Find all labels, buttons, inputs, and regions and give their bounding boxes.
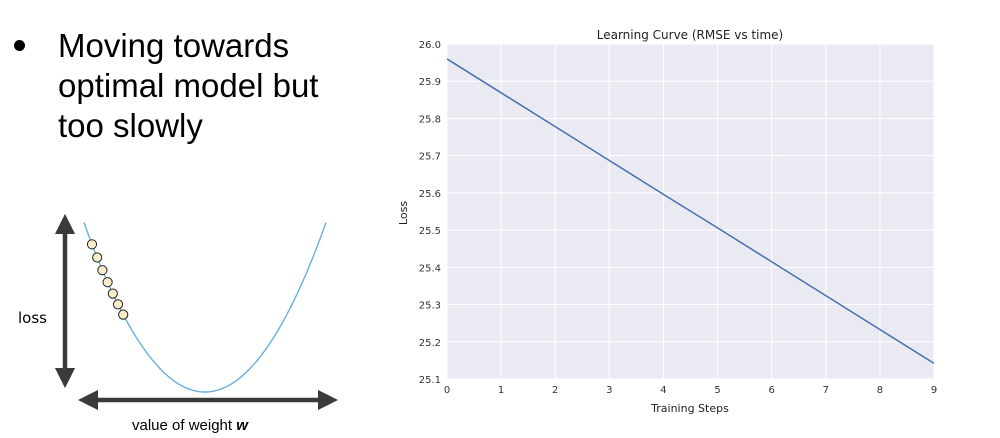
- bullet-line-3: too slowly: [58, 107, 203, 144]
- x-tick-label: 5: [714, 385, 720, 396]
- x-tick-label: 9: [931, 385, 937, 396]
- bullet-line-1: Moving towards: [58, 27, 290, 64]
- y-tick-label: 25.2: [419, 338, 441, 349]
- bullet-dot-icon: [14, 40, 25, 51]
- gradient-steps: [86, 239, 129, 320]
- y-tick-label: 25.8: [419, 114, 441, 125]
- x-tick-label: 1: [498, 385, 504, 396]
- weight-variable: w: [236, 417, 249, 434]
- step-point: [118, 309, 129, 320]
- weight-axis-label: value of weight w: [132, 417, 249, 434]
- bullet-text: Moving towards optimal model but too slo…: [58, 26, 318, 146]
- x-tick-label: 2: [552, 385, 558, 396]
- loss-axis-label: loss: [18, 309, 47, 327]
- step-point: [86, 239, 98, 250]
- y-tick-label: 25.7: [419, 152, 441, 163]
- loss-series: [446, 58, 935, 365]
- x-tick-label: 0: [444, 385, 450, 396]
- step-point: [107, 288, 118, 299]
- y-axis-label: Loss: [397, 201, 410, 225]
- y-tick-label: 25.1: [419, 375, 441, 386]
- step-point: [112, 299, 124, 310]
- y-tick-label: 25.5: [419, 226, 441, 237]
- loss-line: [446, 58, 935, 365]
- y-tick-labels: 26.0 25.9 25.8 25.7 25.6 25.5 25.4 25.3 25.2 25.1: [419, 40, 441, 386]
- grid-lines: [446, 43, 935, 380]
- step-point: [102, 277, 113, 288]
- x-tick-label: 6: [768, 385, 774, 396]
- step-point: [97, 265, 108, 276]
- chart-title: Learning Curve (RMSE vs time): [597, 28, 783, 42]
- x-tick-label: 4: [660, 385, 666, 396]
- x-tick-label: 8: [877, 385, 883, 396]
- y-tick-label: 25.4: [419, 263, 441, 274]
- bullet-line-2: optimal model but: [58, 67, 319, 104]
- x-tick-labels: 0 1 2 3 4 5 6 7 8 9: [444, 385, 937, 396]
- x-axis-label: Training Steps: [650, 402, 729, 415]
- y-tick-label: 26.0: [419, 40, 441, 51]
- y-tick-label: 25.9: [419, 77, 441, 88]
- x-tick-label: 7: [823, 385, 829, 396]
- y-tick-label: 25.3: [419, 301, 441, 312]
- step-point: [92, 252, 103, 263]
- x-tick-label: 3: [606, 385, 612, 396]
- y-tick-label: 25.6: [419, 189, 441, 200]
